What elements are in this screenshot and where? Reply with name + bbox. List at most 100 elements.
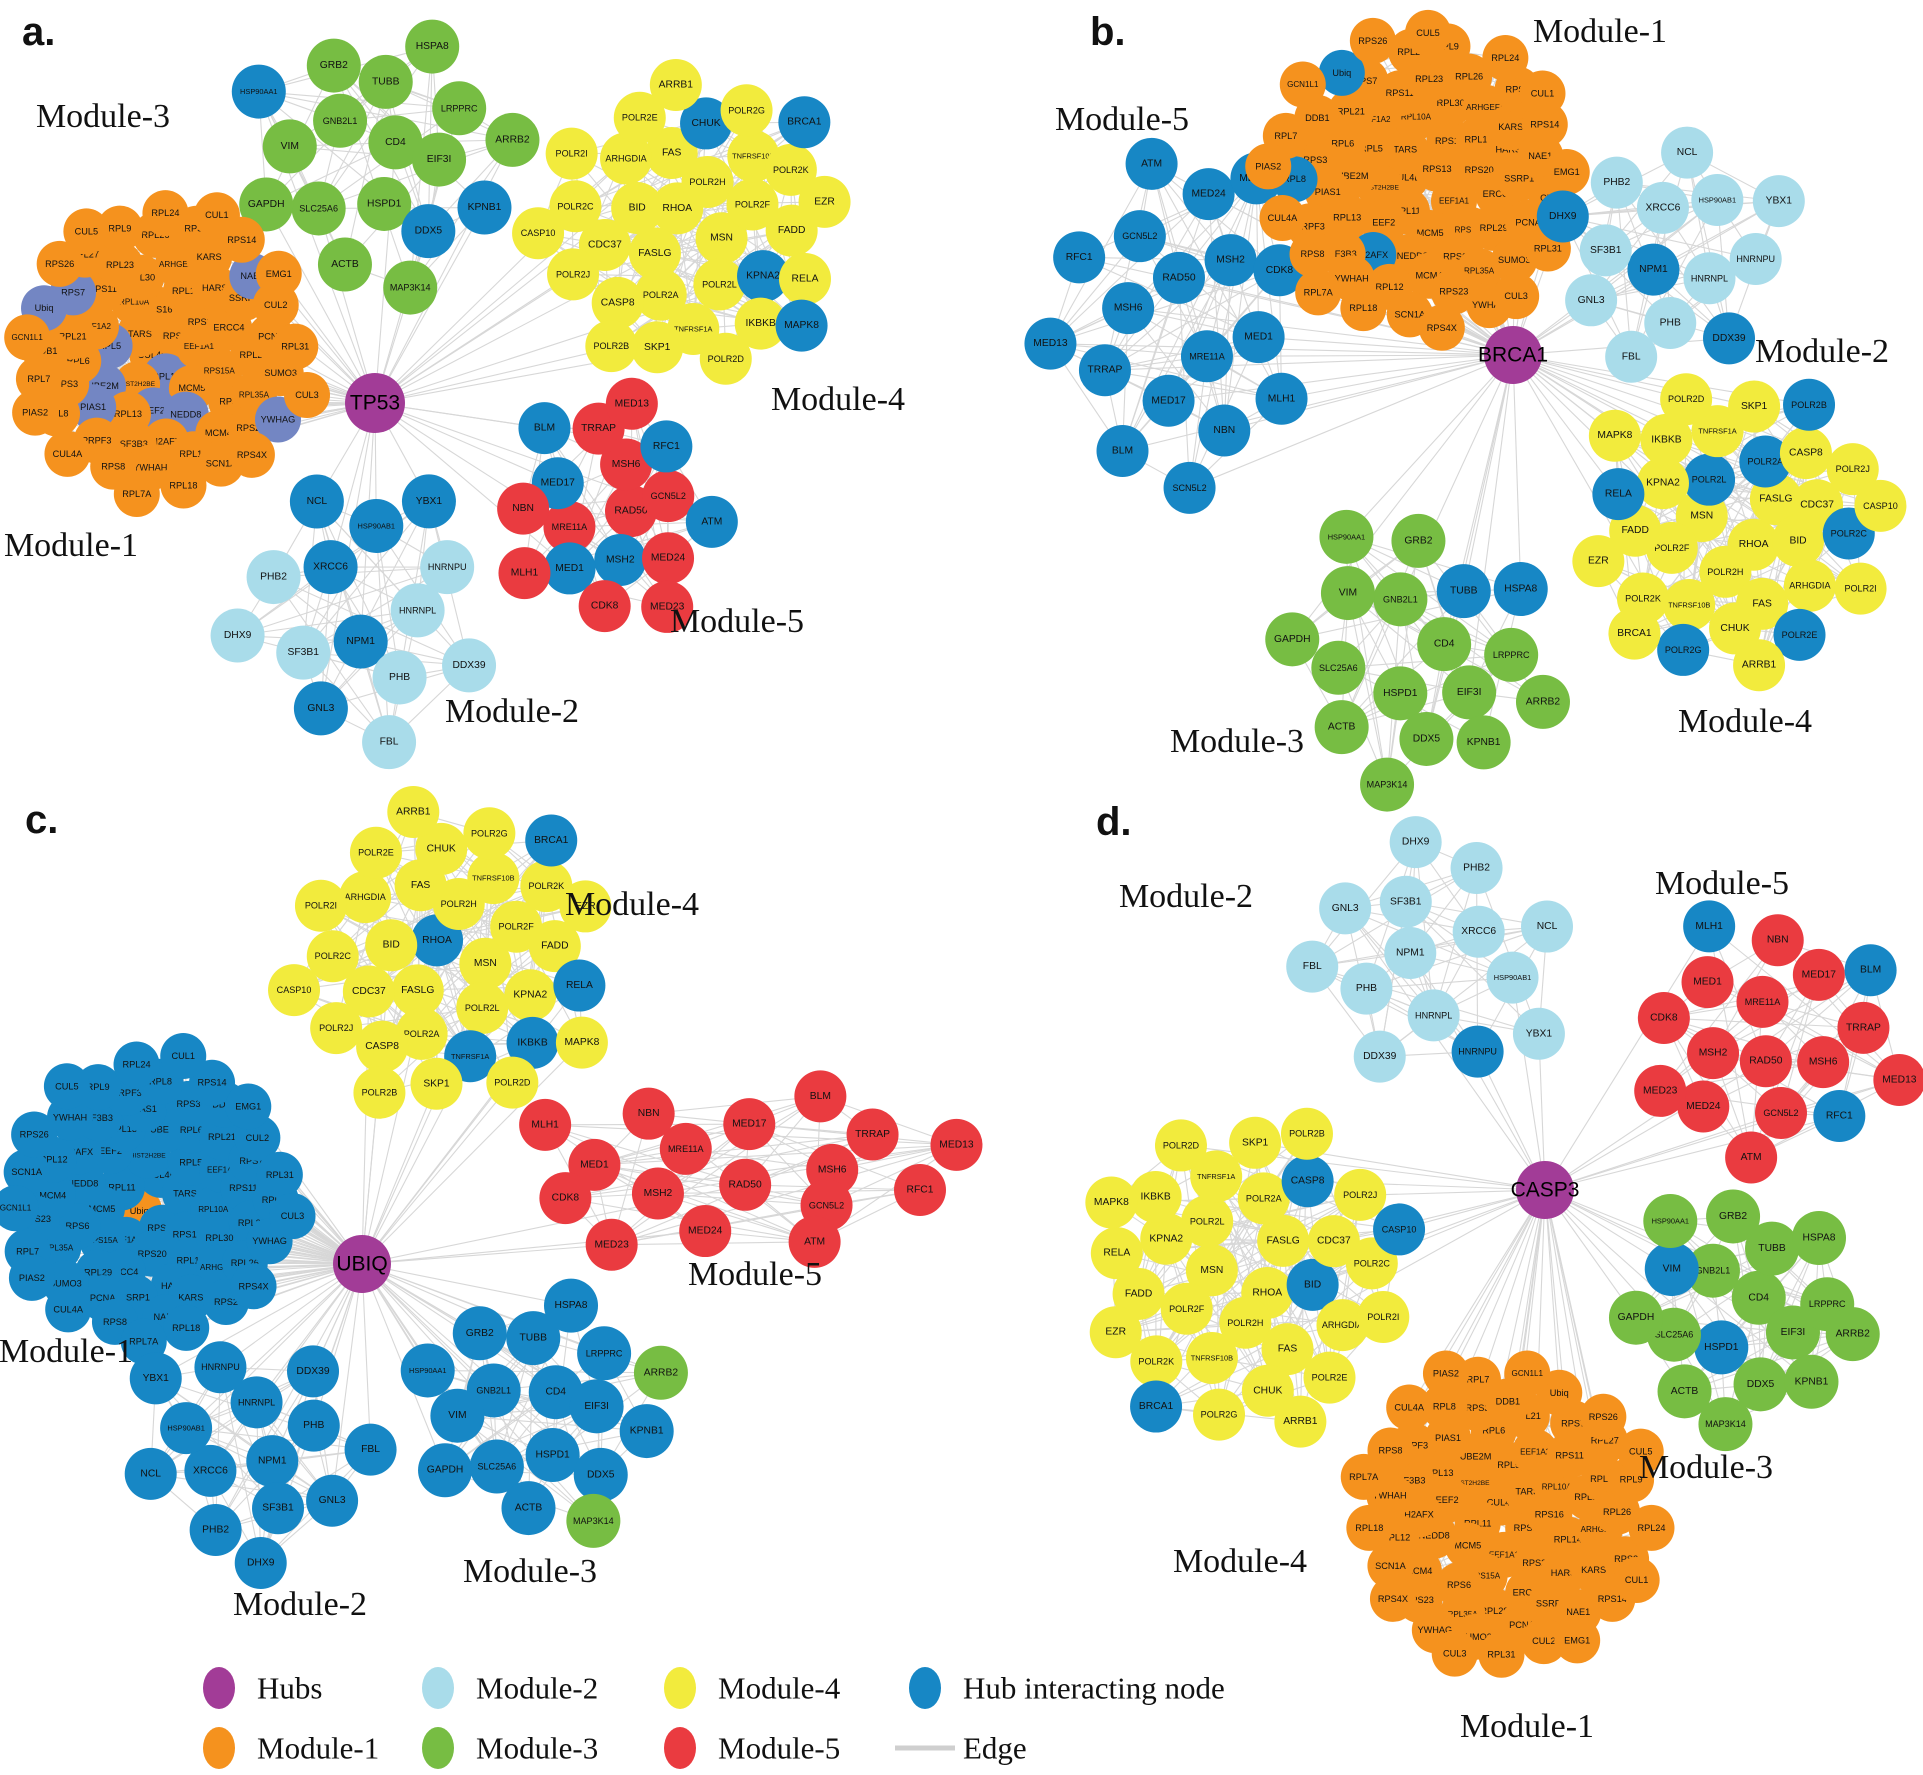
node-MSN	[695, 212, 748, 265]
legend-swatch-hub-interacting-node	[909, 1667, 941, 1709]
node-POLR2K	[1130, 1335, 1183, 1388]
node-MSH2	[594, 533, 647, 586]
node-SKP1	[631, 321, 684, 374]
legend: Hubs Module-2 Module-4 Hub interacting node…	[203, 1667, 1225, 1769]
hub-edge	[361, 1263, 572, 1307]
node-EZR	[798, 175, 851, 228]
edge	[302, 566, 448, 654]
node-POLR2A	[395, 1007, 448, 1060]
edge	[150, 1473, 333, 1502]
node-GAPDH	[239, 177, 294, 232]
node-PIAS2	[12, 389, 59, 436]
node-CUL1	[193, 192, 240, 239]
node-CUL5	[1617, 1428, 1664, 1475]
module-label-module-2: Module-2	[1754, 333, 1890, 370]
node-RPS4X	[228, 431, 275, 478]
hub-edge	[1122, 354, 1514, 452]
node-MRE11A	[1736, 975, 1789, 1028]
node-DHX9	[1536, 190, 1589, 243]
node-HNRNPU	[420, 540, 475, 595]
node-RPS4X	[230, 1263, 277, 1310]
node-MLH1	[1683, 900, 1736, 953]
node-SF3B1	[252, 1482, 305, 1535]
node-POLR2H	[1699, 545, 1752, 598]
node-NBN	[497, 482, 550, 535]
panel-letter-a: a.	[22, 10, 56, 54]
edge	[1138, 1194, 1361, 1295]
node-VIM	[1320, 566, 1375, 621]
node-CHUK	[1241, 1364, 1294, 1417]
edge	[318, 139, 513, 209]
node-POLR2L	[1683, 453, 1736, 506]
node-MED17	[723, 1098, 776, 1151]
node-HSPA8	[544, 1278, 599, 1333]
hub-edge	[361, 1244, 612, 1265]
node-MED13	[1873, 1053, 1923, 1106]
node-MED24	[1677, 1080, 1730, 1133]
node-FBL	[1286, 940, 1339, 993]
node-POLR2F	[726, 178, 779, 231]
node-FASLG	[1257, 1214, 1310, 1267]
node-POLR2C	[306, 930, 359, 983]
node-POLR2J	[547, 248, 600, 301]
node-RPL18	[1340, 285, 1387, 332]
node-NCL	[289, 474, 344, 529]
node-CASP8	[1779, 427, 1832, 480]
node-HSPA8	[405, 19, 460, 74]
edge	[1311, 966, 1478, 1053]
legend-swatch-module-2	[422, 1667, 454, 1709]
hub-edge	[1544, 1060, 1767, 1191]
panel-c-nodes: RHOAMSNFASLGPOLR2HPOLR2LBIDPOLR2FPOLR2AF…	[0, 785, 983, 1589]
node-DDX5	[401, 204, 456, 259]
node-CUL4A	[1259, 195, 1306, 242]
node-GRB2	[452, 1306, 507, 1361]
node-CASP10	[1373, 1203, 1426, 1256]
node-RELA	[1090, 1227, 1143, 1280]
hub-edge	[1189, 354, 1514, 489]
node-YBX1	[129, 1352, 182, 1405]
edge	[1121, 193, 1210, 452]
node-MSH2	[631, 1167, 684, 1220]
node-MAP3K14	[566, 1493, 621, 1548]
node-POLR2F	[490, 900, 543, 953]
node-RPL18	[160, 462, 207, 509]
node-RELA	[779, 252, 832, 305]
edge	[657, 1193, 815, 1243]
node-NPM1	[333, 614, 388, 669]
node-GCN5L2	[1754, 1086, 1807, 1139]
node-POLR2B	[1783, 378, 1836, 431]
node-POLR2A	[634, 268, 687, 321]
node-POLR2E	[349, 826, 402, 879]
legend-label-hubs: Hubs	[257, 1671, 322, 1706]
node-MRE11A	[659, 1122, 712, 1175]
node-EMG1	[1554, 1617, 1601, 1664]
node-KPNA2	[1140, 1212, 1193, 1265]
edge	[648, 1113, 957, 1146]
node-TRRAP	[1837, 1001, 1890, 1054]
node-MAPK8	[1085, 1176, 1138, 1229]
node-RPS26	[36, 240, 83, 287]
node-SKP1	[1229, 1116, 1282, 1169]
node-ATM	[1125, 137, 1178, 190]
hub-edge	[374, 123, 707, 404]
legend-swatch-module-4	[664, 1667, 696, 1709]
node-TUBB	[1745, 1221, 1800, 1276]
node-MED1	[1232, 311, 1285, 364]
node-IKBKB	[734, 297, 787, 350]
node-CASP8	[591, 276, 644, 329]
hub-edge	[1512, 354, 1807, 454]
edge	[1415, 842, 1435, 1016]
module-label-module-5: Module-5	[669, 603, 805, 640]
node-HSPA8	[1792, 1211, 1847, 1266]
node-MRE11A	[543, 500, 596, 553]
node-TUBB	[506, 1311, 561, 1366]
hub-edge	[1346, 354, 1514, 538]
node-RPL24	[142, 190, 189, 237]
legend-swatch-hubs	[203, 1667, 235, 1709]
hub-edge	[215, 1263, 363, 1531]
node-RPS26	[11, 1111, 58, 1158]
node-CASP10	[268, 964, 321, 1017]
hub-edge	[1512, 354, 1522, 590]
edge	[1104, 269, 1280, 371]
